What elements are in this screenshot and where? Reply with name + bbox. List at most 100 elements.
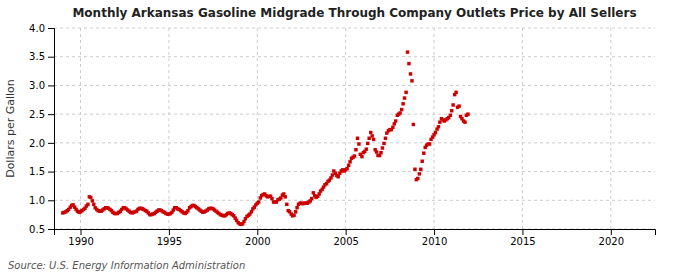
point: [331, 173, 334, 176]
x-tick: 2015: [510, 229, 535, 247]
point: [434, 131, 437, 134]
y-tick: 4.0: [29, 23, 54, 34]
grid-line-x: [610, 28, 611, 229]
grid: [54, 28, 655, 229]
point: [412, 123, 415, 126]
grid-line-x: [257, 28, 258, 229]
y-tick-mark: [48, 200, 54, 201]
y-tick-label: 3.0: [29, 80, 45, 91]
grid-line-x: [345, 28, 346, 229]
x-tick: 2000: [245, 229, 270, 247]
x-tick-label: 2015: [510, 236, 535, 247]
point: [257, 200, 260, 203]
point: [365, 147, 368, 150]
y-tick-label: 3.5: [29, 51, 45, 62]
point: [428, 142, 431, 145]
y-tick-mark: [48, 114, 54, 115]
y-tick: 1.0: [29, 195, 54, 206]
y-tick-label: 1.5: [29, 166, 45, 177]
y-tick: 2.5: [29, 109, 54, 120]
point: [450, 109, 453, 112]
point: [370, 134, 373, 137]
point: [92, 203, 95, 206]
point: [356, 137, 359, 140]
point: [283, 195, 286, 198]
point: [400, 108, 403, 111]
grid-line-y: [54, 85, 655, 86]
point: [357, 142, 360, 145]
point: [360, 155, 363, 158]
point: [451, 103, 454, 106]
grid-line-x: [434, 28, 435, 229]
point: [398, 111, 401, 114]
y-tick: 1.5: [29, 166, 54, 177]
x-tick-label: 2005: [333, 236, 358, 247]
point: [347, 164, 350, 167]
y-tick-mark: [48, 57, 54, 58]
point: [466, 112, 469, 115]
point: [292, 213, 295, 216]
y-tick: 2.0: [29, 138, 54, 149]
grid-line-y: [54, 114, 655, 115]
point: [418, 172, 421, 175]
point: [366, 142, 369, 145]
point: [401, 102, 404, 105]
point: [372, 138, 375, 141]
point: [438, 120, 441, 123]
x-tick-mark: [522, 229, 523, 235]
x-tick: 2020: [599, 229, 624, 247]
x-tick-label: 1995: [157, 236, 182, 247]
y-tick-mark: [48, 172, 54, 173]
x-tick: 2010: [422, 229, 447, 247]
grid-line-y: [54, 171, 655, 172]
point: [457, 104, 460, 107]
y-tick-label: 2.5: [29, 109, 45, 120]
y-tick: 3.5: [29, 51, 54, 62]
point: [449, 114, 452, 117]
x-tick-mark: [434, 229, 435, 235]
point: [382, 142, 385, 145]
x-tick-mark: [169, 229, 170, 235]
point: [369, 131, 372, 134]
grid-line-x: [80, 28, 81, 229]
point: [463, 120, 466, 123]
y-tick-mark: [48, 229, 54, 230]
point: [394, 119, 397, 122]
point: [375, 150, 378, 153]
x-tick-label: 2020: [599, 236, 624, 247]
x-tick: 1990: [68, 229, 93, 247]
grid-line-y: [54, 142, 655, 143]
point: [420, 160, 423, 163]
y-tick-mark: [48, 28, 54, 29]
chart-svg: 1990 1995 2000 2005 2010 2015 2020 0.5 1.0 1.5 2.0…: [0, 0, 675, 275]
point: [409, 72, 412, 75]
grid-line-y: [54, 200, 655, 201]
grid-line-x: [168, 28, 169, 229]
title: Monthly Arkansas Gasoline Midgrade Throu…: [72, 6, 636, 20]
point: [384, 137, 387, 140]
grid-line-y: [54, 56, 655, 57]
point: [413, 168, 416, 171]
y-tick: 0.5: [29, 224, 54, 235]
point: [345, 167, 348, 170]
point: [294, 210, 297, 213]
y-tick-label: 1.0: [29, 195, 45, 206]
source-note: Source: U.S. Energy Information Administ…: [8, 260, 245, 271]
y-tick-mark: [48, 143, 54, 144]
x-tick-label: 2000: [245, 236, 270, 247]
x-tick-mark: [81, 229, 82, 235]
x-tick-label: 2010: [422, 236, 447, 247]
x-tick-label: 1990: [68, 236, 93, 247]
y-tick: 3.0: [29, 80, 54, 91]
point: [337, 175, 340, 178]
point: [406, 50, 409, 53]
point: [367, 137, 370, 140]
point: [403, 96, 406, 99]
point: [285, 203, 288, 206]
y-tick-label: 0.5: [29, 224, 45, 235]
x-axis-line: [55, 230, 656, 236]
point: [310, 197, 313, 200]
x-tick-mark: [346, 229, 347, 235]
point: [295, 206, 298, 209]
point: [422, 151, 425, 154]
